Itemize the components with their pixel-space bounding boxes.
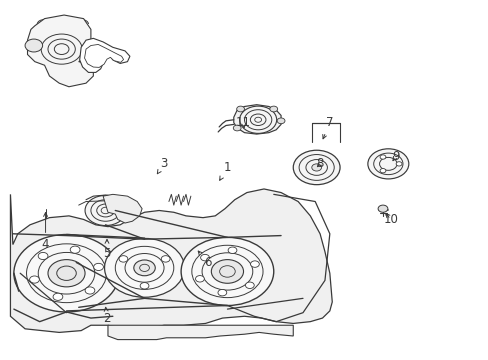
Circle shape: [81, 55, 93, 64]
Text: 4: 4: [41, 212, 49, 251]
Text: 11: 11: [236, 116, 250, 129]
Circle shape: [269, 106, 277, 112]
Polygon shape: [10, 189, 331, 332]
Circle shape: [181, 237, 273, 306]
Text: 2: 2: [103, 307, 110, 325]
Circle shape: [161, 256, 170, 262]
Text: 8: 8: [316, 157, 323, 170]
Circle shape: [134, 260, 155, 276]
Circle shape: [277, 118, 285, 124]
Circle shape: [140, 283, 149, 289]
Text: 1: 1: [219, 161, 231, 180]
Circle shape: [367, 149, 408, 179]
Circle shape: [245, 282, 254, 288]
Circle shape: [119, 256, 127, 262]
Circle shape: [293, 150, 339, 185]
Text: 5: 5: [103, 239, 110, 260]
Circle shape: [250, 261, 259, 267]
Circle shape: [25, 39, 42, 52]
Circle shape: [377, 205, 387, 212]
Text: 3: 3: [157, 157, 167, 174]
Circle shape: [94, 264, 103, 270]
Polygon shape: [27, 15, 93, 87]
Circle shape: [200, 255, 209, 261]
Text: 7: 7: [322, 116, 333, 139]
Circle shape: [188, 252, 204, 264]
Polygon shape: [80, 39, 130, 72]
Circle shape: [236, 106, 244, 112]
Text: 10: 10: [383, 213, 397, 226]
Text: 9: 9: [391, 150, 399, 163]
Circle shape: [218, 289, 226, 296]
Circle shape: [48, 260, 85, 287]
Circle shape: [85, 287, 95, 294]
Circle shape: [228, 247, 236, 253]
Polygon shape: [103, 194, 142, 223]
Circle shape: [38, 252, 48, 260]
Circle shape: [379, 155, 385, 159]
Circle shape: [104, 238, 184, 297]
Circle shape: [395, 162, 401, 166]
Circle shape: [30, 276, 40, 283]
Polygon shape: [108, 325, 293, 339]
Circle shape: [14, 234, 119, 312]
Polygon shape: [233, 105, 281, 134]
Circle shape: [53, 293, 62, 300]
Circle shape: [195, 275, 204, 282]
Circle shape: [85, 195, 126, 226]
Circle shape: [211, 260, 243, 283]
Circle shape: [311, 164, 321, 171]
Circle shape: [379, 168, 385, 173]
Circle shape: [70, 246, 80, 253]
Polygon shape: [84, 44, 123, 67]
Ellipse shape: [138, 237, 147, 246]
Text: 6: 6: [198, 251, 211, 269]
Circle shape: [239, 106, 276, 134]
Circle shape: [233, 125, 241, 131]
